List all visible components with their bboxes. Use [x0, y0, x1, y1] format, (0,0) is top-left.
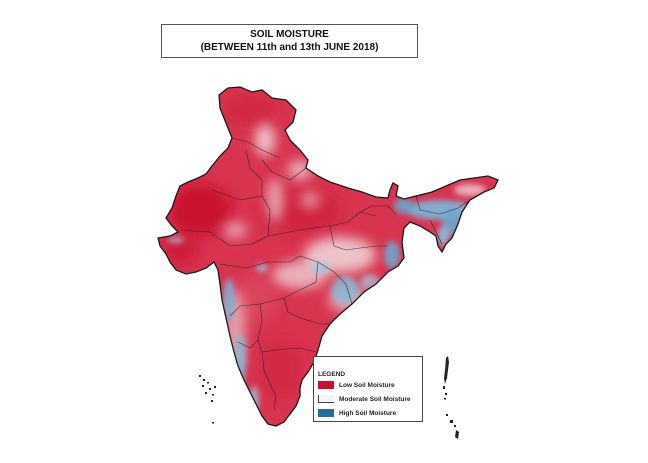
- andaman-nicobar-islands: [443, 356, 459, 439]
- legend-swatch-high: [318, 409, 334, 417]
- legend-label-moderate: Moderate Soil Moisture: [339, 395, 411, 403]
- legend-item-moderate: Moderate Soil Moisture: [318, 394, 411, 404]
- legend-swatch-low: [318, 381, 334, 389]
- legend-label-low: Low Soil Moisture: [339, 381, 395, 389]
- legend-item-high: High Soil Moisture: [318, 408, 396, 418]
- legend-title: LEGEND: [318, 371, 346, 378]
- map-title-box: SOIL MOISTURE (BETWEEN 11th and 13th JUN…: [161, 24, 418, 58]
- map-title: SOIL MOISTURE: [250, 29, 329, 40]
- legend-swatch-moderate: [318, 395, 334, 403]
- map-subtitle: (BETWEEN 11th and 13th JUNE 2018): [200, 42, 379, 53]
- legend-item-low: Low Soil Moisture: [318, 380, 395, 390]
- lakshadweep-islands: [199, 375, 216, 424]
- map-legend: LEGEND Low Soil Moisture Moderate Soil M…: [313, 356, 423, 422]
- legend-label-high: High Soil Moisture: [339, 409, 397, 417]
